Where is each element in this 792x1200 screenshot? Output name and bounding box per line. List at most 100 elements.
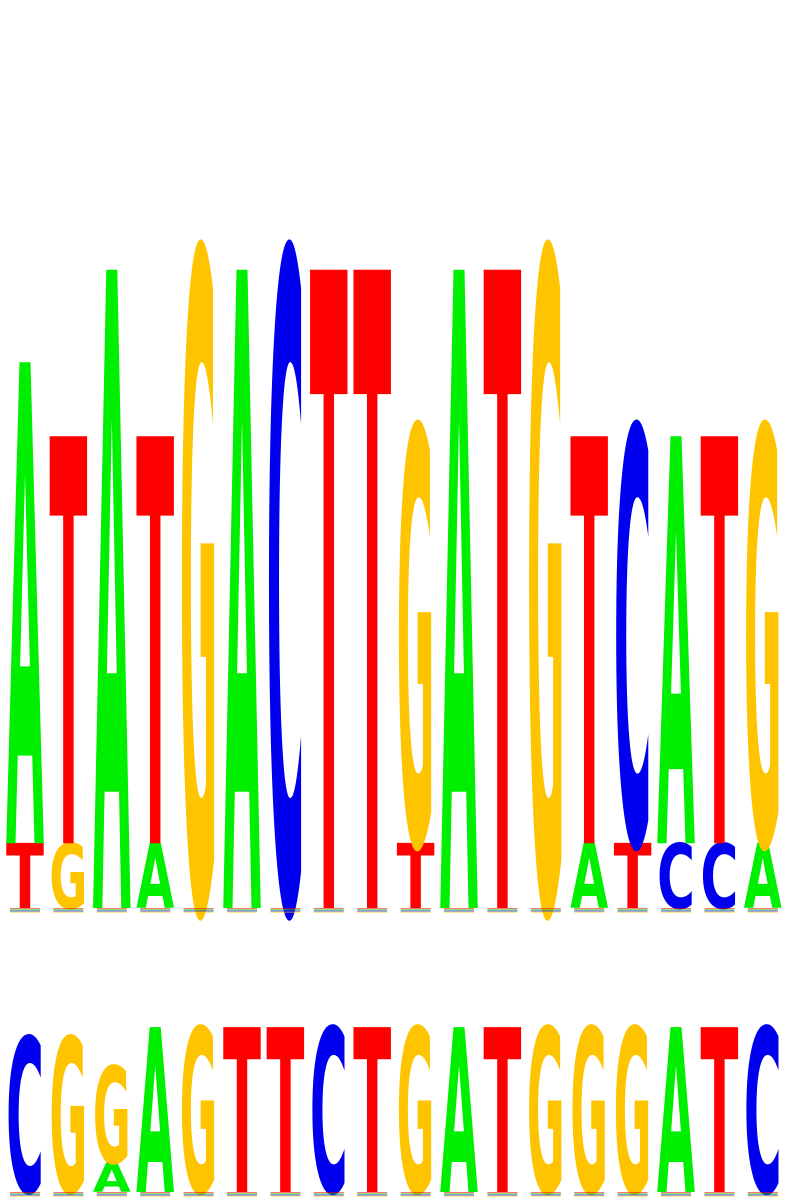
residual-band xyxy=(53,908,84,910)
residual-band xyxy=(183,909,214,911)
logo-letter: G xyxy=(397,313,435,978)
residual-band xyxy=(53,1195,84,1197)
residual-band xyxy=(96,1192,127,1194)
residual-band xyxy=(140,911,171,913)
logo-letter: T xyxy=(700,982,738,1200)
residual-band xyxy=(747,909,778,911)
residual-band xyxy=(400,1195,431,1197)
residual-band xyxy=(357,1192,388,1194)
residual-band xyxy=(400,1192,431,1194)
logo-position-14: G xyxy=(570,981,608,1200)
logo-position-10: TG xyxy=(397,313,435,978)
residual-band xyxy=(444,908,474,910)
logo-position-13: G xyxy=(527,981,565,1200)
residual-band xyxy=(617,908,648,910)
residual-band xyxy=(487,1192,518,1194)
logo-letter: T xyxy=(310,96,348,1115)
residual-band xyxy=(10,910,40,912)
residual-band xyxy=(400,909,431,911)
residual-letters xyxy=(10,908,778,913)
logo-position-12: T xyxy=(483,96,521,1115)
residual-band xyxy=(357,1194,388,1196)
residual-band xyxy=(661,910,691,912)
logo-position-5: G xyxy=(180,73,218,1121)
residual-band xyxy=(704,909,735,911)
residual-band xyxy=(96,909,127,911)
residual-band xyxy=(487,911,518,913)
residual-band xyxy=(53,910,84,912)
residual-band xyxy=(530,908,561,910)
logo-letter: A xyxy=(657,982,695,1200)
logo-letter: A xyxy=(440,982,478,1200)
logo-letter: T xyxy=(570,325,608,975)
logo-position-15: G xyxy=(614,981,652,1200)
logo-letter: G xyxy=(744,313,782,978)
logo-letter: C xyxy=(614,314,652,979)
residual-band xyxy=(313,908,344,910)
logo-letter: G xyxy=(180,73,218,1121)
logo-position-9: T xyxy=(353,96,391,1115)
residual-band xyxy=(313,910,344,912)
residual-band xyxy=(617,911,648,913)
residual-band xyxy=(617,910,648,912)
residual-band xyxy=(704,1193,735,1195)
residual-band xyxy=(96,910,127,912)
residual-band xyxy=(704,1195,735,1197)
logo-position-6: A xyxy=(223,96,261,1115)
logo-letter: G xyxy=(49,996,87,1200)
logo-position-4: A xyxy=(136,982,174,1200)
logo-letter: C xyxy=(700,827,738,930)
logo-position-15: TC xyxy=(614,314,652,979)
logo-letter: C xyxy=(266,74,304,1122)
logo-letter: G xyxy=(614,981,652,1200)
logo-position-17: T xyxy=(700,982,738,1200)
residual-band xyxy=(444,1194,474,1196)
logo-letter: T xyxy=(266,982,304,1200)
residual-band xyxy=(661,908,691,910)
residual-band xyxy=(10,911,40,913)
residual-band xyxy=(183,1193,214,1195)
residual-band xyxy=(617,1192,648,1194)
residual-band xyxy=(617,1194,648,1196)
residual-band xyxy=(574,1193,605,1195)
residual-band xyxy=(10,1194,40,1196)
residual-band xyxy=(96,911,127,913)
residual-band xyxy=(661,1194,691,1196)
residual-band xyxy=(617,1193,648,1195)
logo-position-10: G xyxy=(397,981,435,1200)
residual-band xyxy=(357,908,388,910)
residual-band xyxy=(53,1192,84,1194)
logo-letter: C xyxy=(310,982,348,1200)
residual-band xyxy=(270,1193,301,1195)
residual-band xyxy=(140,1192,171,1194)
logo-position-18: C xyxy=(744,982,782,1200)
residual-band xyxy=(227,911,257,913)
logo-letter: T xyxy=(136,325,174,975)
residual-band xyxy=(96,1194,127,1196)
residual-band xyxy=(487,1193,518,1195)
lower-sequence-logo: C G AG A G T T C T G A T G G G A T C xyxy=(6,981,782,1200)
residual-band xyxy=(53,911,84,913)
residual-band xyxy=(574,1192,605,1194)
residual-band xyxy=(313,1194,344,1196)
residual-band xyxy=(530,910,561,912)
residual-band xyxy=(357,1193,388,1195)
residual-band xyxy=(10,1195,40,1197)
residual-band xyxy=(661,911,691,913)
residual-band xyxy=(313,911,344,913)
residual-band xyxy=(530,1193,561,1195)
logo-letter: T xyxy=(49,325,87,975)
residual-band xyxy=(704,1194,735,1196)
residual-band xyxy=(227,1193,257,1195)
logo-letter: A xyxy=(93,96,131,1115)
residual-band xyxy=(444,910,474,912)
residual-band xyxy=(704,908,735,910)
residual-band xyxy=(183,910,214,912)
residual-band xyxy=(661,1192,691,1194)
residual-band xyxy=(96,1193,127,1195)
residual-band xyxy=(574,910,605,912)
residual-band xyxy=(487,1194,518,1196)
logo-position-8: T xyxy=(310,96,348,1115)
logo-position-1: TA xyxy=(6,233,44,1000)
residual-band xyxy=(574,911,605,913)
